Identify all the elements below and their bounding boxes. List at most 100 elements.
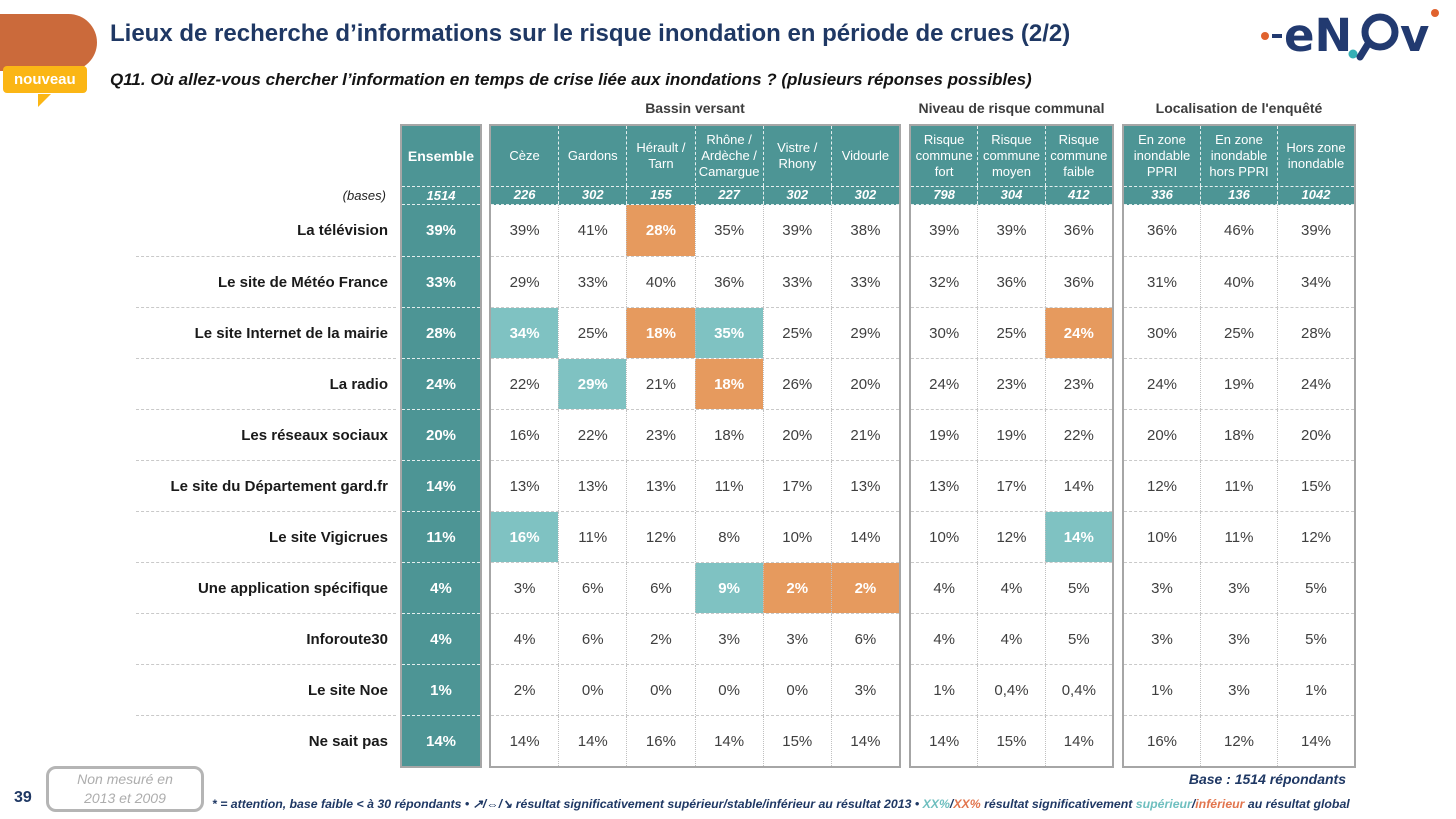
table-row: 3% 6% 6% 9% 2% 2% (491, 562, 900, 613)
bases-cell: 798 (933, 187, 956, 202)
ensemble-cell: 39% (425, 222, 457, 239)
data-cell: 15% (1277, 461, 1354, 511)
data-cell: 14% (1044, 512, 1112, 562)
data-cell: 35% (694, 205, 763, 256)
table-row: 4% 4% 5% (911, 613, 1112, 664)
data-cell: 3% (1151, 630, 1173, 648)
column-header: Cèze (509, 148, 540, 164)
data-cell: 24% (1044, 308, 1112, 358)
column-header: Vistre / Rhony (762, 126, 831, 186)
data-cell: 40% (1200, 257, 1277, 307)
group-title: Bassin versant (645, 100, 745, 116)
data-cell: 36% (1044, 257, 1112, 307)
data-cell: 4% (977, 563, 1044, 613)
ensemble-cell: 24% (402, 358, 480, 409)
column-header: Risque commune fort (915, 132, 973, 179)
data-cell: 41% (558, 205, 626, 256)
page-title: Lieux de recherche d’informations sur le… (110, 20, 1071, 47)
data-cell: 16% (509, 426, 540, 444)
table-row: 3% 3% 5% (1124, 562, 1354, 613)
data-cell: 39% (762, 205, 831, 256)
data-cell: 33% (762, 257, 831, 307)
data-cell: 14% (1044, 716, 1112, 766)
results-table: (bases) La télévision Le site de Météo Fra… (136, 98, 1356, 768)
data-cell: 46% (1200, 205, 1277, 256)
data-cell: 39% (1277, 205, 1354, 256)
data-cell: 5% (1277, 563, 1354, 613)
data-cell: 3% (762, 614, 831, 664)
group-box: Cèze Gardons Hérault / Tarn Rhône / Ardèche… (489, 124, 901, 768)
data-cell: 19% (929, 426, 960, 444)
ensemble-cell: 14% (402, 715, 480, 766)
legend-segment: XX% (953, 797, 981, 811)
bases-cell: 1514 (402, 186, 480, 205)
enov-logo: eN v (1259, 4, 1444, 71)
data-cell: 14% (929, 732, 960, 750)
bases-cell: 227 (694, 187, 763, 204)
data-cell: 23% (977, 359, 1044, 409)
bases-cell: 302 (830, 187, 899, 204)
data-cell: 39% (929, 222, 960, 239)
column-header: En zone inondable PPRI (1133, 132, 1191, 179)
data-cell: 0,4% (977, 665, 1044, 715)
data-cell: 21% (830, 410, 899, 460)
legend-line: * = attention, base faible < à 30 répond… (212, 797, 1350, 811)
base-count: Base : 1514 répondants (1188, 771, 1346, 787)
ensemble-cell: 1% (402, 664, 480, 715)
data-cell: 0% (558, 665, 626, 715)
data-cell: 14% (1044, 461, 1112, 511)
bases-cell: 302 (762, 187, 831, 204)
data-cell: 15% (762, 716, 831, 766)
data-cell: 1% (933, 681, 955, 699)
data-cell: 18% (694, 359, 763, 409)
bases-cell: 136 (1200, 187, 1277, 204)
ensemble-title-spacer (400, 98, 482, 124)
row-label: Une application spécifique (136, 562, 396, 613)
table-row: 10% 11% 12% (1124, 511, 1354, 562)
table-row: 13% 17% 14% (911, 460, 1112, 511)
data-cell: 12% (977, 512, 1044, 562)
data-cell: 0% (694, 665, 763, 715)
column-group: Niveau de risque communal Risque commune … (909, 98, 1114, 768)
data-cell: 3% (1151, 579, 1173, 597)
column-header: Hérault / Tarn (626, 126, 694, 186)
header-row: En zone inondable PPRI En zone inondable … (1124, 126, 1354, 186)
data-cell: 36% (977, 257, 1044, 307)
data-cell: 0% (762, 665, 831, 715)
data-cell: 29% (558, 359, 627, 409)
table-row: 14% 14% 16% 14% 15% 14% (491, 715, 899, 766)
nouveau-badge: nouveau (3, 66, 87, 93)
data-cell: 34% (1277, 257, 1354, 307)
column-header: Risque commune faible (1044, 126, 1112, 186)
svg-text:v: v (1400, 9, 1429, 62)
svg-text:eN: eN (1284, 9, 1352, 62)
ensemble-block: Ensemble 1514 39% 33% 28% 24% 20% 14% 11% 4% 4% 1% 1… (400, 124, 482, 768)
data-cell: 38% (830, 205, 899, 256)
note-box: Non mesuré en 2013 et 2009 (46, 766, 204, 812)
column-header: Risque commune moyen (977, 126, 1044, 186)
row-label: Inforoute30 (136, 613, 396, 664)
group-box: En zone inondable PPRI En zone inondable … (1122, 124, 1356, 768)
data-cell: 14% (558, 716, 626, 766)
table-row: 1% 0,4% 0,4% (911, 664, 1112, 715)
row-label: Le site Vigicrues (136, 511, 396, 562)
data-cell: 19% (977, 410, 1044, 460)
column-group: Bassin versant Cèze Gardons Hérault / Tarn R… (489, 98, 901, 768)
data-cell: 4% (933, 630, 955, 648)
group-title: Niveau de risque communal (918, 100, 1105, 116)
table-row: 4% 4% 5% (911, 562, 1112, 613)
data-cell: 12% (1146, 477, 1178, 495)
data-cell: 14% (694, 716, 763, 766)
data-cell: 25% (558, 308, 626, 358)
data-cell: 4% (977, 614, 1044, 664)
table-row: 22% 29% 21% 18% 26% 20% (491, 358, 899, 409)
legend-segment: résultat significativement (980, 797, 1136, 811)
column-header: Gardons (558, 126, 626, 186)
data-cell: 16% (491, 512, 559, 562)
data-cell: 4% (513, 630, 536, 648)
data-cell: 25% (762, 308, 831, 358)
data-cell: 2% (626, 614, 694, 664)
header-row: Cèze Gardons Hérault / Tarn Rhône / Ardèche… (491, 126, 899, 186)
row-label: La radio (136, 358, 396, 409)
